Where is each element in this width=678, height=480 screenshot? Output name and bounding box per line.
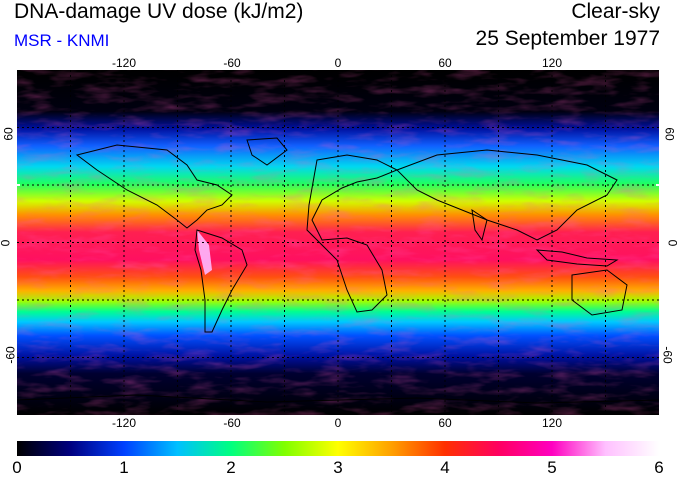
lon-tick-top: -120 [111,56,137,70]
lon-tick-top: 0 [334,56,342,70]
lon-tick-bottom: 120 [541,416,563,430]
colorbar-label: 5 [547,458,557,477]
lon-tick-bottom: -60 [223,416,241,430]
lon-tick-bottom: 60 [438,416,452,430]
date-label: 25 September 1977 [475,27,660,50]
lat-tick-right: 60 [662,127,677,141]
lon-tick-top: 120 [541,56,563,70]
colorbar-label: 6 [654,458,664,477]
andes-high-dose [197,230,212,275]
colorbar-label: 2 [226,458,236,477]
colorbar-label: 4 [440,458,450,477]
uv-dose-map-svg [17,70,659,415]
lat-tick-left: 60 [1,127,16,141]
uv-dose-map [17,70,659,415]
lat-tick-right: -60 [660,346,675,364]
lat-tick-left: 0 [0,240,12,247]
gridlines [17,70,659,415]
colorbar-gradient [17,441,659,456]
lon-tick-top: 60 [438,56,452,70]
lon-tick-bottom: 0 [334,416,342,430]
map-title: DNA-damage UV dose (kJ/m2) [14,0,304,23]
source-label: MSR - KNMI [14,31,110,50]
frame-markers [17,184,659,186]
colorbar-label: 1 [119,458,129,477]
colorbar-label: 3 [333,458,343,477]
sky-condition-label: Clear-sky [571,0,660,23]
lat-tick-left: -60 [3,346,18,364]
colorbar [17,441,659,456]
lat-tick-right: 0 [666,240,678,247]
colorbar-label: 0 [12,458,22,477]
lon-tick-bottom: -120 [111,416,137,430]
lon-tick-top: -60 [223,56,241,70]
